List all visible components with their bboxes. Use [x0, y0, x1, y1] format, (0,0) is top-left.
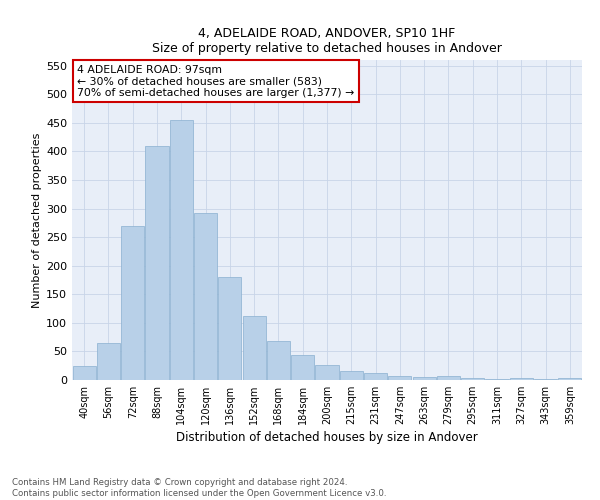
Bar	[316, 365, 338, 380]
Text: Contains HM Land Registry data © Crown copyright and database right 2024.
Contai: Contains HM Land Registry data © Crown c…	[12, 478, 386, 498]
Bar	[121, 226, 144, 380]
Bar	[413, 376, 436, 380]
Bar	[340, 371, 363, 380]
Bar	[364, 372, 387, 380]
Bar	[437, 376, 460, 380]
Bar	[291, 355, 314, 380]
Y-axis label: Number of detached properties: Number of detached properties	[32, 132, 42, 308]
Bar	[534, 379, 557, 380]
Bar	[267, 341, 290, 380]
Bar	[97, 343, 120, 380]
Bar	[218, 277, 241, 380]
Bar	[461, 378, 484, 380]
Bar	[170, 120, 193, 380]
Bar	[145, 146, 169, 380]
Bar	[485, 379, 509, 380]
Title: 4, ADELAIDE ROAD, ANDOVER, SP10 1HF
Size of property relative to detached houses: 4, ADELAIDE ROAD, ANDOVER, SP10 1HF Size…	[152, 26, 502, 54]
Bar	[510, 378, 533, 380]
Bar	[242, 316, 266, 380]
Bar	[194, 212, 217, 380]
Bar	[559, 378, 581, 380]
Bar	[388, 376, 412, 380]
Bar	[73, 366, 95, 380]
X-axis label: Distribution of detached houses by size in Andover: Distribution of detached houses by size …	[176, 431, 478, 444]
Text: 4 ADELAIDE ROAD: 97sqm
← 30% of detached houses are smaller (583)
70% of semi-de: 4 ADELAIDE ROAD: 97sqm ← 30% of detached…	[77, 65, 355, 98]
